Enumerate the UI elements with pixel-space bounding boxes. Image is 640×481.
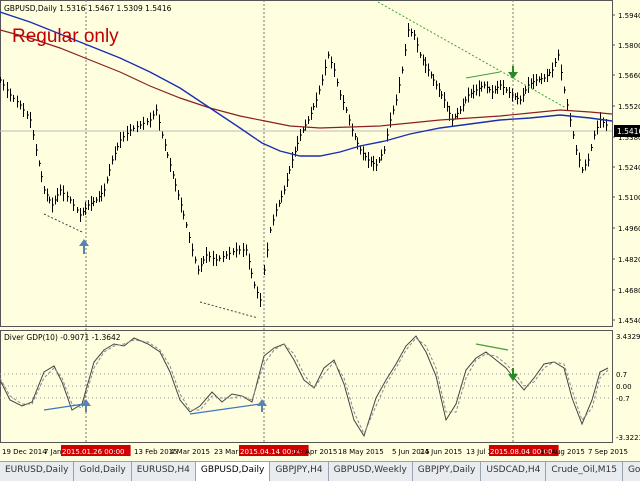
price-tick-label: 1.4680 [618, 287, 640, 295]
indicator-tick-label: 0.00 [616, 383, 632, 391]
price-tick-label: 1.5660 [618, 72, 640, 80]
up-arrow-icon [81, 399, 91, 412]
time-tick-label: 13 Feb 2015 [134, 448, 178, 456]
time-highlight-badge [489, 445, 559, 456]
price-tick-label: 1.5800 [618, 42, 640, 50]
time-tick-label: 29 Apr 2015 [294, 448, 337, 456]
time-tick-label: 4 Mar 2015 [170, 448, 210, 456]
chart-tab-crude-oil-m15[interactable]: Crude_Oil,M15 [546, 462, 623, 481]
ma-fast-line [0, 29, 613, 129]
chart-tab-gold-m15[interactable]: Gold,M15 [622, 462, 640, 481]
indicator-info-label: Diver GDP(10) -0.9071 -1.3642 [4, 333, 121, 342]
indicator-tick-label: -3.3223 [616, 434, 640, 442]
price-tick-label: 1.5100 [618, 194, 640, 202]
time-tick-label: 19 Aug 2015 [540, 448, 585, 456]
chart-tabbar: EURUSD,Daily Gold,Daily EURUSD,H4 GBPUSD,Da… [0, 461, 640, 481]
down-arrow-icon [508, 66, 518, 79]
divergence-line [43, 213, 83, 233]
time-tick-label: 13 Jul 20 [466, 448, 497, 456]
time-tick-label: 2015.01.26 00:00 [62, 448, 124, 456]
chart-tab-gbpjpy-h4[interactable]: GBPJPY,H4 [270, 462, 329, 481]
time-highlight-badge [61, 445, 131, 456]
indicator-divergence-line [43, 403, 85, 411]
price-tick-label: 1.4960 [618, 225, 640, 233]
indicator-divergence-line [475, 343, 509, 351]
price-tick-label: 1.5240 [618, 164, 640, 172]
indicator-tick-label: -0.7 [616, 395, 630, 403]
chart-tab-eurusd-daily[interactable]: EURUSD,Daily [0, 462, 75, 481]
time-tick-label: 7 Sep 2015 [588, 448, 628, 456]
time-tick-label: 5 Jun 2015 [392, 448, 430, 456]
chart-tab-eurusd-h4[interactable]: EURUSD,H4 [131, 462, 196, 481]
up-arrow-icon [257, 399, 267, 412]
time-tick-label: 19 Dec 2014 [2, 448, 47, 456]
indicator-axis: 3.4329 0.7 0.00 -0.7 -3.3223 [616, 333, 640, 442]
price-tick-label: 1.5520 [618, 103, 640, 111]
chart-canvas[interactable]: GBPUSD,Daily 1.5316 1.5467 1.5309 1.5416… [0, 0, 640, 461]
price-axis: 1.5940 1.5800 1.5660 1.5520 1.5380 1.5240 1.51… [612, 12, 640, 325]
price-tick-label: 1.5940 [618, 12, 640, 20]
time-tick-label: 2015.04.14 00:00 [240, 448, 302, 456]
current-price-label: 1.5416 [617, 127, 640, 136]
chart-tab-usdcad-h4[interactable]: USDCAD,H4 [481, 462, 547, 481]
price-tick-label: 1.4820 [618, 256, 640, 264]
price-tick-label: 1.5380 [618, 134, 640, 142]
indicator-divergence-line [189, 403, 261, 415]
overlay-title: Regular only [12, 26, 119, 47]
price-bars [0, 23, 608, 307]
chart-tab-gbpusd-weekly[interactable]: GBPUSD,Weekly [328, 462, 413, 481]
indicator-tick-label: 0.7 [616, 371, 627, 379]
time-tick-label: 24 Jun 2015 [420, 448, 462, 456]
time-highlight-badge [239, 445, 309, 456]
chart-tab-gbpjpy-daily[interactable]: GBPJPY,Daily [412, 462, 482, 481]
down-arrow-icon [508, 368, 518, 381]
price-panel-frame [0, 0, 613, 327]
ma-slow-line [0, 11, 613, 157]
time-tick-label: 23 Mar 2 [214, 448, 245, 456]
chart-tab-gold-daily[interactable]: Gold,Daily [74, 462, 132, 481]
time-tick-label: 18 May 2015 [338, 448, 384, 456]
time-tick-label: 7 Jan [44, 448, 61, 456]
chart-tab-gbpusd-daily[interactable]: GBPUSD,Daily [195, 462, 271, 481]
divergence-line [199, 301, 259, 319]
time-tick-label: 2015.08.04 00:00 [490, 448, 552, 456]
indicator-tick-label: 3.4329 [616, 333, 640, 341]
up-arrow-icon [79, 239, 89, 254]
current-price-badge [614, 125, 640, 137]
tab-list: EURUSD,Daily Gold,Daily EURUSD,H4 GBPUSD,Da… [0, 462, 640, 481]
price-tick-label: 1.4540 [618, 317, 640, 325]
symbol-info-label: GBPUSD,Daily 1.5316 1.5467 1.5309 1.5416 [4, 4, 172, 13]
divergence-line [465, 71, 501, 79]
